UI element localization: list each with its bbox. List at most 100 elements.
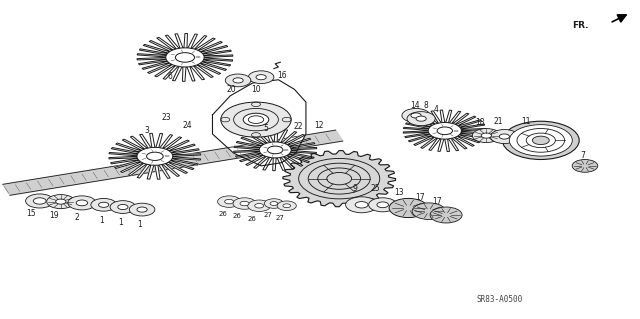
Circle shape [99, 202, 109, 207]
Text: 26: 26 [232, 213, 241, 219]
Circle shape [472, 129, 500, 143]
Polygon shape [283, 151, 396, 207]
Text: 14: 14 [410, 101, 420, 110]
Circle shape [572, 160, 598, 172]
Text: 27: 27 [263, 212, 272, 218]
Circle shape [243, 113, 269, 126]
Circle shape [277, 201, 296, 211]
Circle shape [233, 198, 256, 209]
Circle shape [256, 75, 266, 80]
Text: FR.: FR. [572, 21, 589, 30]
Circle shape [234, 108, 278, 131]
Circle shape [221, 102, 291, 137]
Polygon shape [137, 33, 233, 81]
Circle shape [225, 74, 251, 87]
Polygon shape [234, 129, 317, 171]
Text: 1: 1 [99, 216, 104, 225]
Circle shape [490, 130, 518, 144]
Circle shape [91, 198, 116, 211]
Circle shape [166, 48, 204, 67]
Circle shape [407, 112, 435, 126]
Text: 15: 15 [26, 209, 36, 218]
Circle shape [137, 147, 173, 165]
Text: 6: 6 [167, 72, 172, 81]
Text: 20: 20 [227, 85, 237, 94]
Circle shape [526, 133, 556, 148]
Circle shape [481, 133, 492, 138]
Circle shape [248, 116, 264, 123]
Circle shape [411, 113, 421, 118]
Text: 17: 17 [432, 197, 442, 206]
Text: SR83-A0500: SR83-A0500 [476, 295, 522, 304]
Circle shape [233, 78, 243, 83]
Polygon shape [212, 80, 306, 166]
Text: 7: 7 [580, 151, 585, 160]
Circle shape [248, 200, 271, 211]
Text: 22: 22 [294, 122, 303, 131]
Text: 3: 3 [145, 126, 150, 135]
Circle shape [147, 152, 163, 160]
Circle shape [355, 202, 368, 208]
Circle shape [225, 199, 234, 204]
Circle shape [33, 198, 46, 204]
Polygon shape [3, 130, 343, 195]
Text: 1: 1 [118, 218, 123, 227]
Text: 12: 12 [314, 121, 323, 130]
Text: 27: 27 [276, 215, 285, 221]
Circle shape [248, 71, 274, 84]
Text: 26: 26 [218, 211, 227, 217]
Circle shape [499, 134, 509, 139]
Text: 2: 2 [74, 213, 79, 222]
Polygon shape [403, 110, 486, 152]
Circle shape [175, 53, 195, 62]
Circle shape [137, 207, 147, 212]
Circle shape [255, 204, 264, 208]
Text: 4: 4 [434, 105, 439, 114]
Text: 18: 18 [476, 118, 484, 127]
Circle shape [68, 196, 96, 210]
Text: 17: 17 [415, 193, 425, 202]
Text: 10: 10 [251, 85, 261, 94]
Text: 11: 11 [522, 117, 531, 126]
Circle shape [268, 146, 283, 154]
Circle shape [532, 136, 549, 145]
Circle shape [218, 196, 241, 207]
Circle shape [259, 142, 291, 158]
Circle shape [430, 207, 462, 223]
Polygon shape [109, 133, 201, 179]
Circle shape [346, 197, 378, 213]
Circle shape [402, 108, 430, 122]
Circle shape [416, 116, 426, 121]
Circle shape [129, 203, 155, 216]
Text: 23: 23 [161, 113, 172, 122]
Text: 25: 25 [370, 184, 380, 193]
Text: 21: 21 [493, 117, 502, 126]
Circle shape [412, 203, 445, 219]
Circle shape [56, 199, 66, 204]
Text: 16: 16 [276, 71, 287, 80]
Circle shape [76, 200, 88, 206]
Circle shape [118, 204, 128, 210]
Circle shape [369, 198, 397, 212]
Circle shape [283, 204, 291, 208]
Circle shape [110, 201, 136, 213]
Text: 8: 8 [423, 101, 428, 110]
Circle shape [264, 199, 284, 208]
Circle shape [517, 129, 564, 152]
Circle shape [377, 202, 388, 208]
Text: 13: 13 [394, 189, 404, 197]
Circle shape [240, 201, 249, 206]
Circle shape [47, 195, 75, 209]
Text: 26: 26 [247, 216, 256, 221]
Circle shape [502, 121, 579, 160]
Circle shape [389, 198, 428, 218]
Circle shape [428, 122, 461, 139]
Text: 9: 9 [352, 184, 357, 193]
Circle shape [270, 202, 278, 205]
Circle shape [26, 194, 54, 208]
Text: 19: 19 [49, 211, 60, 220]
Text: 24: 24 [182, 121, 192, 130]
Text: 1: 1 [137, 220, 142, 229]
Circle shape [437, 127, 452, 135]
Circle shape [509, 125, 572, 156]
